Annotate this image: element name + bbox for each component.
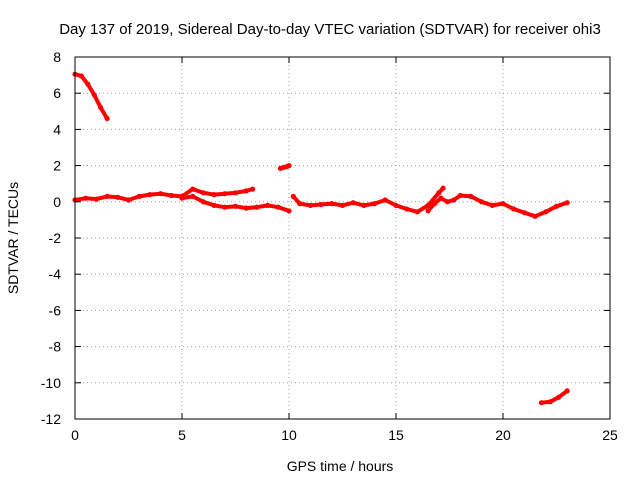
series-line-segment-late-low <box>539 388 570 405</box>
data-point <box>265 202 271 208</box>
data-point <box>211 202 217 208</box>
data-point <box>232 203 239 209</box>
data-point <box>104 193 110 199</box>
data-point <box>440 185 446 191</box>
data-point <box>286 163 292 169</box>
data-point <box>532 213 538 219</box>
data-point <box>538 400 545 406</box>
grid-lines <box>75 57 610 419</box>
y-tick-label: 0 <box>53 194 61 210</box>
data-point <box>451 197 457 203</box>
data-point <box>543 209 549 215</box>
series-line-segment-main-d <box>426 193 570 219</box>
data-point <box>436 190 442 196</box>
data-point <box>168 192 174 199</box>
data-point <box>468 193 474 199</box>
data-point <box>200 199 206 205</box>
data-point <box>125 197 132 203</box>
data-point <box>556 394 562 400</box>
data-point <box>222 191 228 197</box>
data-point <box>190 186 196 192</box>
data-point <box>521 210 528 216</box>
data-point <box>564 388 570 394</box>
data-point <box>438 195 444 201</box>
data-point <box>93 196 99 202</box>
data-point <box>339 202 346 208</box>
data-point <box>222 204 228 210</box>
data-point <box>85 81 91 87</box>
data-point <box>297 201 303 207</box>
y-tick-label: -2 <box>49 230 62 246</box>
data-point <box>200 190 206 196</box>
data-point <box>290 193 296 199</box>
y-axis-label: SDTVAR / TECUs <box>5 182 21 294</box>
data-point <box>425 208 431 214</box>
y-tick-label: -8 <box>49 339 62 355</box>
data-point <box>414 209 420 215</box>
data-point <box>179 195 185 201</box>
data-point <box>211 192 217 198</box>
data-point <box>329 201 335 207</box>
x-tick-label: 15 <box>388 427 404 443</box>
data-point <box>318 201 324 208</box>
y-tick-label: -6 <box>49 302 62 318</box>
data-point <box>431 201 438 207</box>
y-tick-label: -12 <box>41 411 61 427</box>
data-point <box>372 201 378 207</box>
data-point <box>104 115 110 122</box>
series-line-segment-main-c <box>291 186 446 214</box>
data-point <box>479 199 485 205</box>
y-tick-label: -4 <box>49 266 62 282</box>
series-line-segment-early-high <box>73 72 110 121</box>
data-point <box>307 202 313 208</box>
data-point <box>158 191 164 197</box>
data-point <box>83 195 89 201</box>
chart-title: Day 137 of 2019, Sidereal Day-to-day VTE… <box>59 21 601 38</box>
data-point <box>243 188 249 194</box>
data-point <box>147 192 153 198</box>
x-tick-label: 5 <box>178 427 186 443</box>
data-point <box>275 204 281 210</box>
y-tick-label: 8 <box>53 49 61 65</box>
data-point <box>243 205 249 211</box>
x-tick-label: 20 <box>495 427 511 443</box>
data-point <box>393 202 399 208</box>
x-tick-label: 10 <box>281 427 297 443</box>
data-series <box>72 71 570 406</box>
data-point <box>382 197 388 203</box>
y-tick-label: -10 <box>41 375 61 391</box>
data-point <box>250 186 256 192</box>
x-tick-label: 25 <box>602 427 618 443</box>
axis-ticks <box>74 56 611 420</box>
data-point <box>564 200 570 206</box>
data-point <box>511 206 517 212</box>
data-point <box>444 199 450 205</box>
y-tick-label: 6 <box>53 85 61 101</box>
data-point <box>286 208 292 214</box>
data-point <box>136 193 142 199</box>
data-point <box>98 105 104 111</box>
data-point <box>404 206 410 212</box>
x-tick-label: 0 <box>71 427 79 443</box>
data-point <box>457 192 463 199</box>
data-point <box>254 204 260 210</box>
data-point <box>91 92 97 98</box>
data-point <box>115 194 121 200</box>
data-point <box>500 201 506 207</box>
x-axis-label: GPS time / hours <box>287 458 394 474</box>
data-point <box>489 202 495 208</box>
data-point <box>553 203 560 209</box>
data-point <box>232 190 239 196</box>
y-tick-label: 4 <box>53 121 61 137</box>
data-point <box>361 202 367 208</box>
y-tick-label: 2 <box>53 158 61 174</box>
data-point <box>78 73 84 79</box>
data-point <box>190 193 196 199</box>
data-point <box>350 200 356 206</box>
data-point <box>547 399 553 405</box>
